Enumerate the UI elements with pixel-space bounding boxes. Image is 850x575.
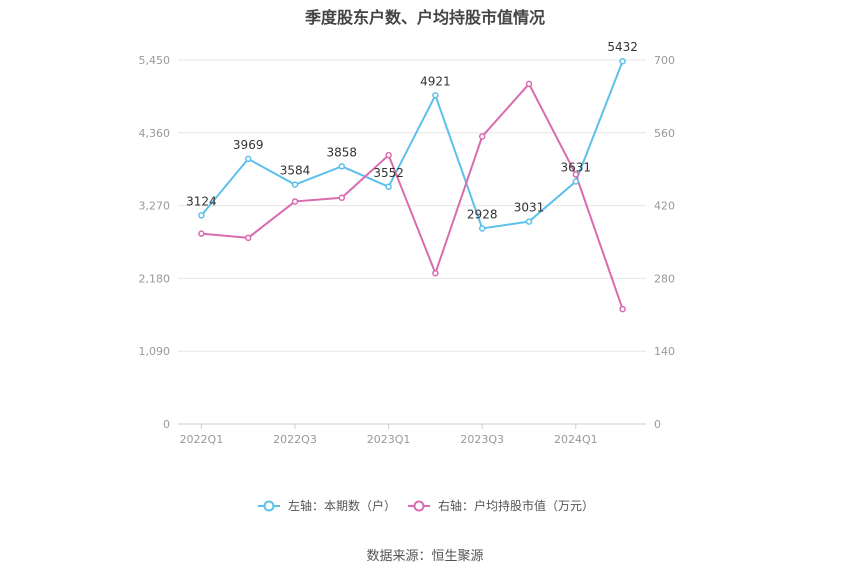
data-point	[432, 92, 439, 99]
data-point	[291, 181, 299, 188]
y-right-tick-label: 140	[654, 345, 675, 358]
data-point	[338, 163, 346, 170]
legend-label: 右轴：户均持股市值（万元）	[438, 498, 594, 513]
data-label: 3584	[280, 164, 311, 178]
y-left-tick-label: 2,180	[139, 272, 171, 285]
data-label: 5432	[607, 40, 638, 54]
y-right-tick-label: 700	[654, 54, 675, 67]
data-point	[432, 269, 439, 277]
y-left-tick-label: 1,090	[139, 345, 171, 358]
data-point	[244, 155, 252, 163]
data-point	[291, 198, 299, 205]
source-note: 数据来源：恒生聚源	[366, 549, 484, 564]
data-point	[478, 133, 486, 140]
data-point	[619, 57, 626, 65]
x-tick-label: 2023Q3	[460, 433, 504, 446]
series-line	[201, 82, 624, 310]
data-point	[338, 194, 346, 202]
y-left-tick-label: 3,270	[139, 200, 171, 213]
data-point	[572, 171, 580, 178]
x-tick-label: 2022Q1	[180, 433, 224, 446]
series-line	[200, 60, 624, 230]
data-label: 3124	[186, 194, 217, 208]
data-label: 3031	[514, 201, 545, 215]
data-point	[525, 218, 533, 225]
y-right-tick-label: 280	[654, 272, 675, 285]
chart-title: 季度股东户数、户均持股市值情况	[304, 8, 545, 27]
x-tick-label: 2024Q1	[554, 433, 598, 446]
y-right-tick-label: 420	[654, 200, 675, 213]
y-right-tick-label: 0	[654, 418, 661, 431]
data-point	[244, 234, 252, 242]
data-point	[619, 305, 626, 313]
data-point	[478, 225, 486, 232]
data-label: 2928	[467, 207, 498, 221]
data-label: 4921	[420, 74, 451, 88]
y-left-tick-label: 4,360	[139, 127, 171, 140]
legend-swatch-marker	[263, 500, 275, 512]
y-right-tick-label: 560	[654, 127, 675, 140]
data-point	[385, 151, 392, 159]
data-label: 3552	[373, 166, 404, 180]
data-label: 3858	[327, 145, 358, 159]
legend-label: 左轴：本期数（户）	[288, 498, 396, 513]
data-point	[525, 80, 533, 88]
data-label: 3969	[233, 138, 264, 152]
y-left-tick-label: 5,450	[139, 54, 171, 67]
data-point	[198, 212, 205, 219]
x-tick-label: 2023Q1	[367, 433, 411, 446]
x-tick-label: 2022Q3	[273, 433, 317, 446]
y-left-tick-label: 0	[163, 418, 170, 431]
legend-swatch-marker	[413, 500, 425, 512]
data-point	[385, 183, 392, 191]
data-point	[572, 178, 580, 185]
data-point	[198, 230, 205, 237]
data-label: 3631	[561, 160, 592, 174]
